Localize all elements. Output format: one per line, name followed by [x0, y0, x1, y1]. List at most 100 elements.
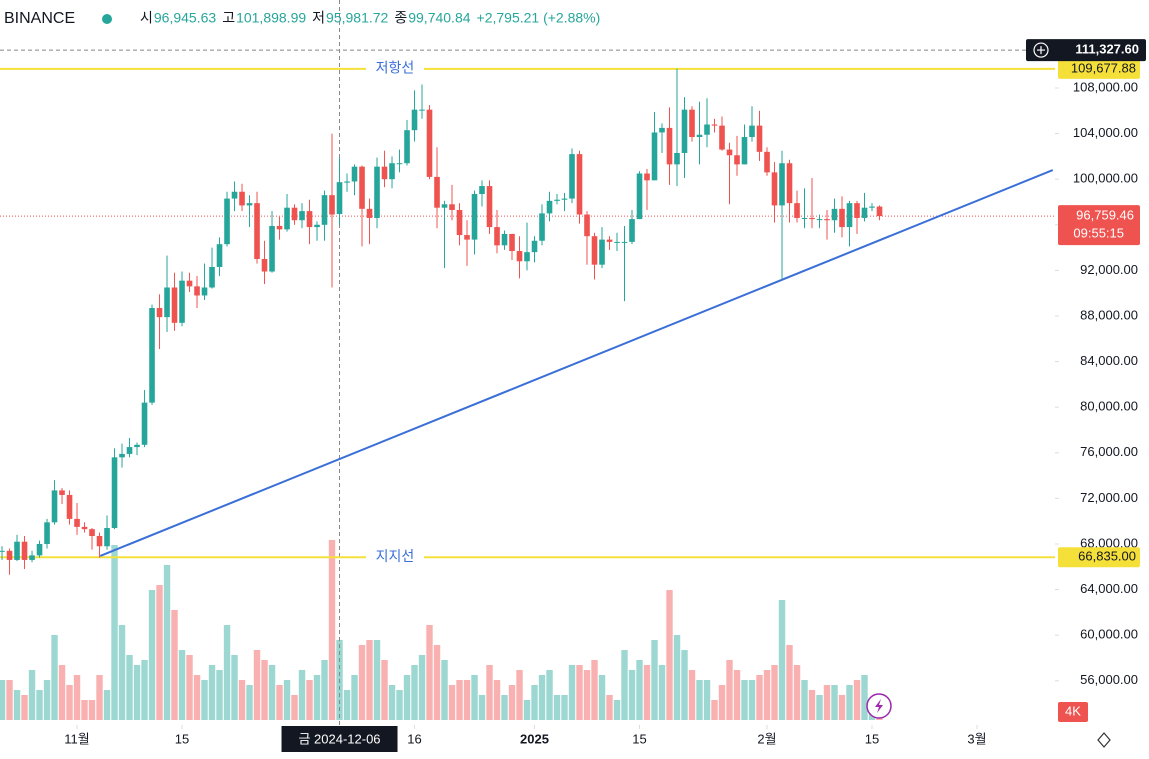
volume-bar: [711, 700, 718, 720]
candle-body: [389, 163, 395, 180]
volume-bar: [673, 635, 681, 720]
candle-body: [381, 166, 388, 180]
volume-bar: [403, 675, 411, 720]
candle-body: [156, 308, 163, 318]
volume-bar: [606, 695, 613, 720]
candle-body: [854, 203, 860, 218]
legend-value: 96,945.63: [154, 10, 216, 26]
crosshair-date-bg: [281, 726, 398, 752]
y-tick-label: 60,000.00: [1080, 627, 1138, 642]
candle-body: [816, 219, 823, 221]
volume-bar: [621, 650, 628, 720]
volume-bar: [411, 665, 418, 720]
volume-bar: [253, 650, 261, 720]
y-tick-label: 68,000.00: [1080, 535, 1138, 550]
volume-bar: [156, 585, 163, 720]
candle-body: [606, 239, 613, 242]
x-tick-label: 3월: [967, 731, 986, 746]
x-tick-label: 11월: [64, 731, 89, 746]
volume-bar: [568, 665, 576, 720]
add-alert-plus: [1037, 46, 1045, 55]
volume-bar: [358, 645, 366, 720]
candle-body: [674, 152, 680, 165]
candle-body: [201, 287, 208, 296]
volume-bar: [381, 660, 388, 720]
candle-body: [621, 241, 628, 243]
level-name: 저항선: [376, 60, 415, 76]
level-price-label-bg: [1058, 58, 1140, 79]
volume-bar: [643, 665, 651, 720]
volume-bar: [778, 600, 786, 720]
volume-bar: [726, 660, 733, 720]
candle-body: [449, 204, 455, 210]
candle-body: [771, 172, 778, 206]
y-tick-label: 84,000.00: [1080, 353, 1138, 368]
candle-body: [231, 191, 238, 199]
volume-bar: [501, 695, 508, 720]
volume-bar: [793, 665, 801, 720]
candle-body: [329, 195, 335, 215]
candle-body: [599, 239, 605, 265]
candle-body: [404, 130, 410, 164]
candle-body: [336, 182, 343, 215]
volume-bar: [201, 680, 208, 720]
y-tick-label: 100,000.00: [1073, 171, 1138, 186]
candle-body: [456, 209, 463, 236]
candle-body: [366, 208, 373, 218]
crosshair-date-label: 금 2024-12-06: [298, 731, 380, 746]
volume-bar: [808, 690, 816, 720]
legend-value: 99,740.84: [408, 10, 470, 26]
candle-body: [209, 266, 215, 288]
volume-bar: [478, 695, 486, 720]
volume-bar: [636, 660, 643, 720]
candle-body: [539, 213, 545, 241]
volume-bar: [58, 665, 66, 720]
candle-body: [824, 219, 830, 221]
volume-bar: [816, 695, 823, 720]
candle-body: [59, 490, 65, 495]
candle-body: [284, 207, 290, 230]
candle-body: [419, 109, 425, 111]
candle-body: [374, 166, 380, 218]
volume-bar: [771, 665, 778, 720]
candle-body: [494, 227, 500, 246]
candle-body: [591, 236, 598, 265]
volume-bar: [133, 665, 141, 720]
candle-body: [149, 308, 155, 403]
volume-bar: [853, 680, 861, 720]
volume-bar: [171, 610, 178, 720]
volume-bar: [291, 695, 298, 720]
candle-body: [314, 224, 320, 228]
candle-body: [704, 124, 710, 135]
y-tick-label: 88,000.00: [1080, 307, 1138, 322]
volume-label-bg: [1058, 702, 1088, 722]
y-tick-label: 92,000.00: [1080, 262, 1138, 277]
candle-body: [651, 132, 658, 181]
candle-body: [569, 154, 575, 199]
candle-body: [689, 109, 695, 138]
level-label-bg: [366, 548, 424, 567]
volume-bar: [103, 690, 111, 720]
candle-body: [44, 522, 50, 544]
volume-bar: [703, 680, 711, 720]
volume-bar: [373, 640, 381, 720]
candle-body: [846, 203, 853, 228]
volume-bar: [28, 670, 36, 720]
volume-bar: [141, 660, 148, 720]
legend-key: 시: [140, 10, 153, 26]
candle-body: [696, 134, 703, 138]
candle-body: [741, 137, 748, 165]
volume-bar: [418, 655, 426, 720]
volume-bar: [786, 645, 793, 720]
legend-value: 101,898.99: [236, 10, 306, 26]
volume-bar: [88, 700, 96, 720]
x-tick-label: 15: [865, 731, 879, 746]
candle-body: [96, 535, 103, 547]
candle-body: [681, 109, 688, 153]
candle-body: [186, 280, 193, 287]
volume-bar: [328, 540, 336, 720]
settings-icon: [1097, 732, 1111, 748]
candle-body: [51, 490, 58, 523]
volume-bar: [718, 685, 726, 720]
